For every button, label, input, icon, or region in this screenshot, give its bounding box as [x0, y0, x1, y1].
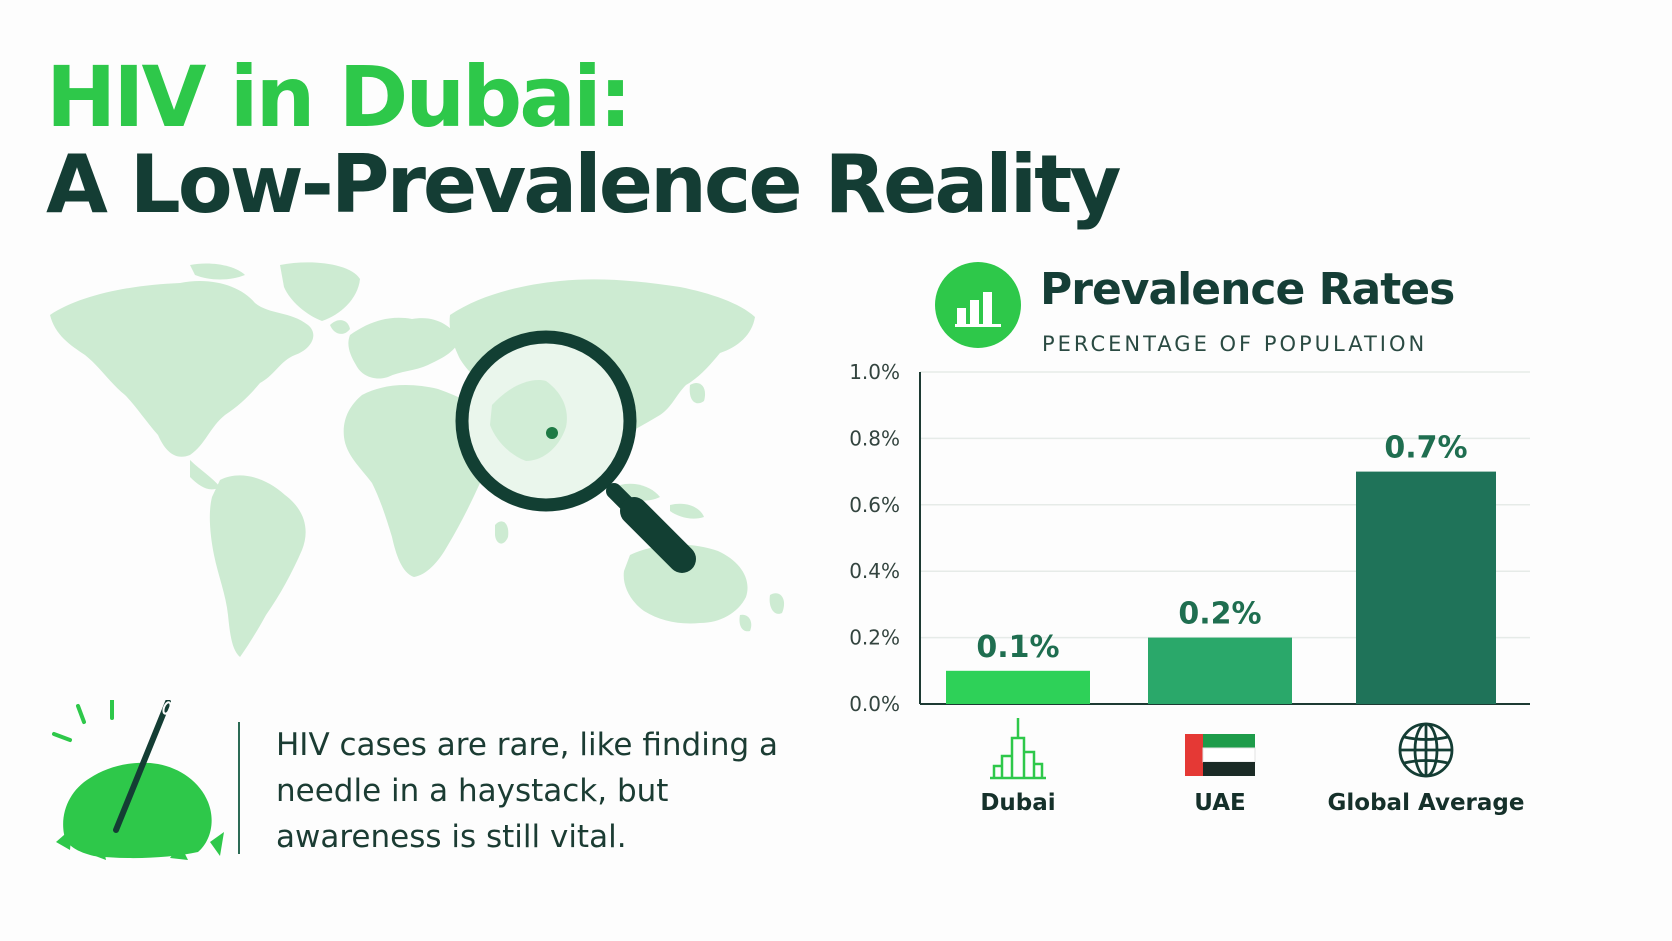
skyscraper-icon — [990, 718, 1046, 780]
world-map-icon — [50, 262, 785, 657]
bar-value-label: 0.1% — [976, 630, 1059, 665]
y-tick-label: 0.4% — [849, 559, 900, 583]
chart-title: Prevalence Rates — [1040, 264, 1455, 315]
uae-flag-icon — [1185, 734, 1256, 776]
bar-uae — [1148, 637, 1292, 704]
bar-chart-icon — [935, 262, 1021, 348]
page-title-line2: A Low-Prevalence Reality — [46, 138, 1122, 231]
caption-text: HIV cases are rare, like finding a needl… — [276, 727, 778, 855]
bar-global-average — [1356, 471, 1496, 704]
needle-haystack-icon — [52, 700, 224, 860]
caption-divider — [238, 722, 240, 854]
category-label: Dubai — [980, 790, 1055, 816]
y-tick-label: 0.2% — [849, 626, 900, 650]
bar-value-label: 0.2% — [1178, 597, 1261, 632]
category-label: UAE — [1194, 790, 1245, 816]
chart-subtitle: PERCENTAGE OF POPULATION — [1042, 332, 1428, 356]
y-tick-label: 1.0% — [849, 360, 900, 384]
category-label: Global Average — [1328, 790, 1525, 816]
y-tick-label: 0.6% — [849, 493, 900, 517]
magnifying-glass-icon — [455, 330, 696, 573]
bar-chart: 0.0% 0.2% 0.4% 0.6% 0.8% 1.0% 0.1% Dubai 0.2% UA… — [849, 360, 1530, 816]
y-tick-label: 0.8% — [849, 426, 900, 450]
bar-value-label: 0.7% — [1384, 431, 1467, 466]
bar-dubai — [946, 670, 1090, 704]
globe-icon — [1398, 722, 1454, 778]
y-tick-label: 0.0% — [849, 692, 900, 716]
page-title-line1: HIV in Dubai: — [46, 48, 632, 146]
